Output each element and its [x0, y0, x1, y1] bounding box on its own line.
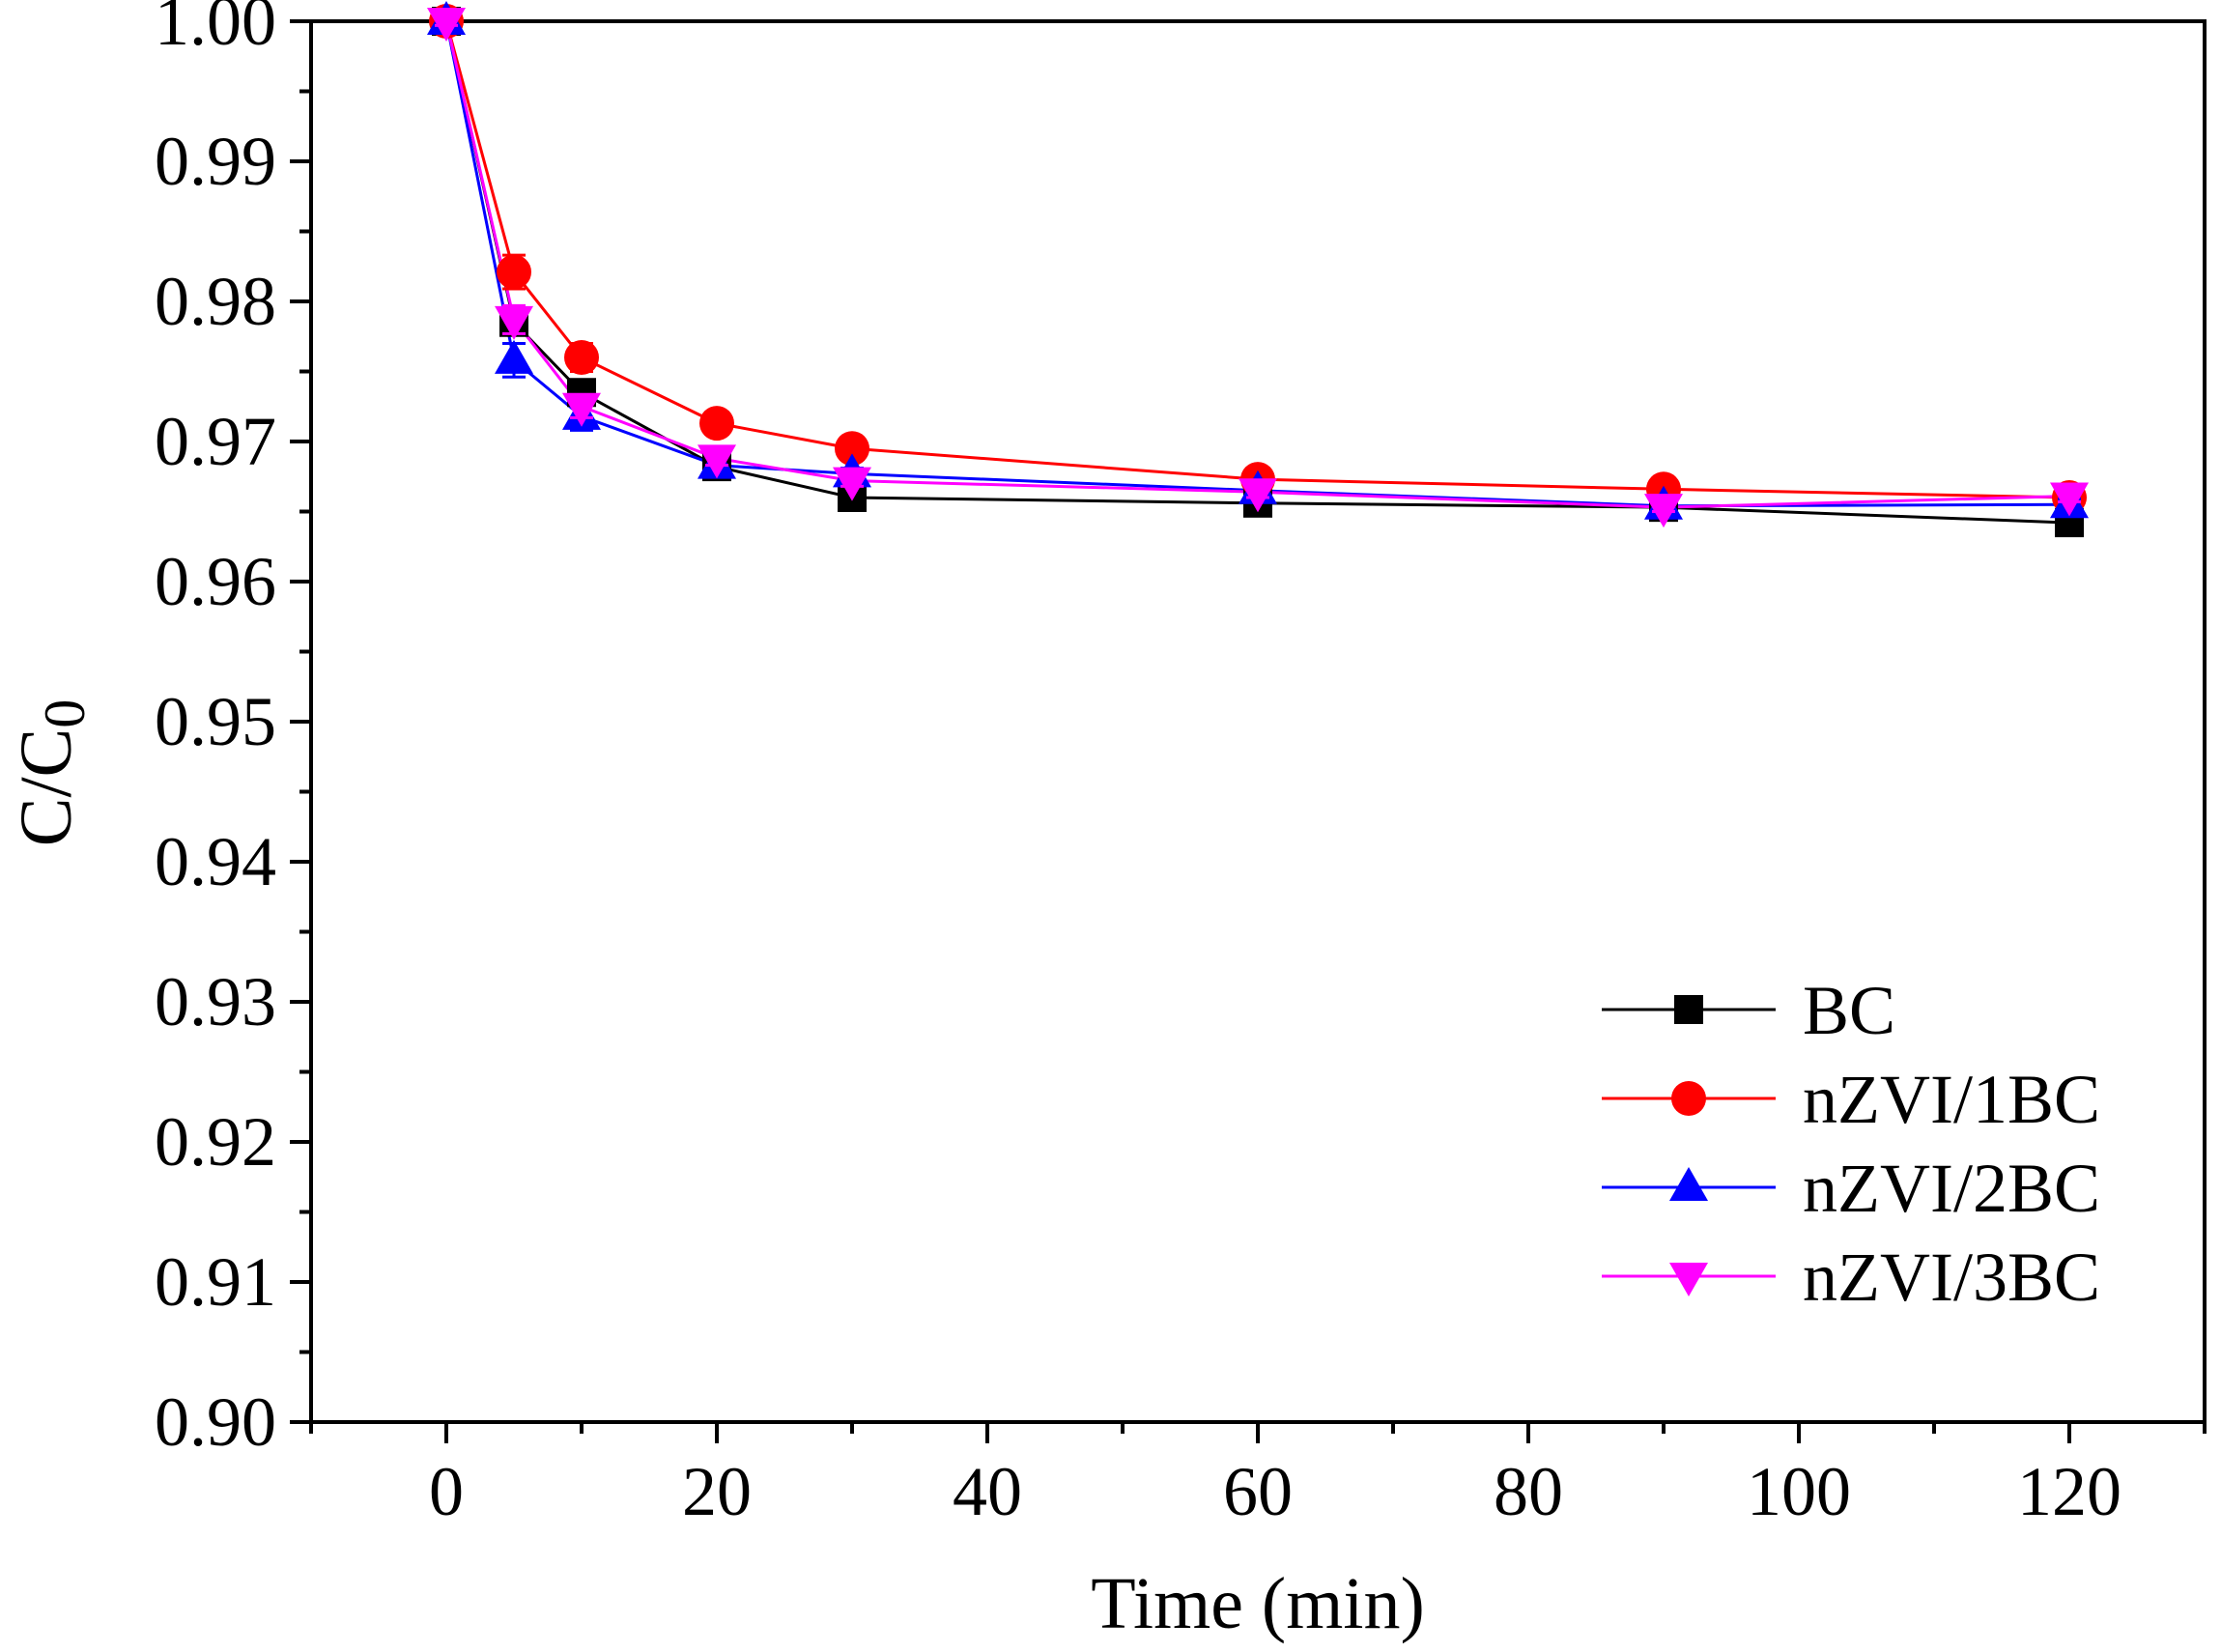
legend: BC nZVI/1BC nZVI/2BC nZVI/3BC — [1602, 972, 2100, 1316]
data-point-nzvi-1bc — [497, 254, 531, 290]
legend-label-nzvi-3bc: nZVI/3BC — [1803, 1239, 2100, 1316]
legend-marker-nzvi-1bc — [1671, 1081, 1706, 1116]
y-tick-label: 0.92 — [155, 1103, 276, 1181]
legend-label-nzvi-2bc: nZVI/2BC — [1803, 1150, 2100, 1227]
y-axis-title-subscript: 0 — [33, 699, 97, 728]
data-point-nzvi-3bc — [427, 8, 466, 42]
data-point-nzvi-3bc — [2050, 482, 2089, 517]
y-tick-label: 0.93 — [155, 963, 276, 1040]
legend-marker-bc — [1674, 995, 1703, 1024]
y-tick-label: 0.94 — [155, 823, 276, 900]
x-axis-title: Time (min) — [1091, 1563, 1425, 1644]
data-point-nzvi-3bc — [833, 467, 871, 501]
y-tick-label: 0.97 — [155, 403, 276, 480]
x-tick-label: 100 — [1747, 1453, 1851, 1530]
y-axis-title: C/C0 — [6, 699, 97, 847]
data-point-nzvi-2bc — [495, 339, 533, 374]
legend-marker-nzvi-3bc — [1669, 1263, 1708, 1296]
series-lines — [444, 20, 2070, 525]
series-markers — [427, 1, 2089, 538]
series-line-nzvi-3bc — [444, 20, 2070, 509]
series-line-nzvi-2bc — [444, 20, 2070, 508]
x-tick-label: 60 — [1223, 1453, 1293, 1530]
data-point-nzvi-1bc — [835, 431, 869, 467]
x-tick-label: 20 — [682, 1453, 752, 1530]
y-tick-label: 0.95 — [155, 683, 276, 760]
y-tick-label: 0.90 — [155, 1383, 276, 1461]
x-tick-label: 40 — [953, 1453, 1022, 1530]
legend-label-bc: BC — [1803, 972, 1895, 1049]
legend-label-nzvi-1bc: nZVI/1BC — [1803, 1061, 2100, 1138]
data-point-nzvi-3bc — [1239, 478, 1277, 513]
data-point-nzvi-1bc — [699, 406, 734, 441]
x-tick-label: 0 — [429, 1453, 464, 1530]
x-tick-label: 120 — [2017, 1453, 2121, 1530]
data-point-nzvi-3bc — [562, 392, 601, 427]
series-line-nzvi-1bc — [444, 20, 2070, 499]
y-tick-label: 1.00 — [155, 0, 276, 60]
y-tick-label: 0.91 — [155, 1243, 276, 1321]
data-point-nzvi-3bc — [495, 305, 533, 340]
x-axis: 0 20 40 60 80 100 120 — [309, 1422, 2207, 1530]
y-axis-title-main: C/C — [6, 728, 87, 847]
data-point-nzvi-3bc — [698, 444, 736, 479]
y-tick-label: 0.99 — [155, 123, 276, 200]
data-point-nzvi-1bc — [564, 340, 599, 375]
x-tick-label: 80 — [1494, 1453, 1563, 1530]
legend-marker-nzvi-2bc — [1669, 1167, 1708, 1201]
y-axis: 0.90 0.91 0.92 0.93 0.94 0.95 0.96 0.97 0.98 0.99… — [155, 0, 311, 1461]
y-tick-label: 0.98 — [155, 263, 276, 340]
y-tick-label: 0.96 — [155, 543, 276, 620]
data-point-nzvi-3bc — [1644, 494, 1683, 528]
